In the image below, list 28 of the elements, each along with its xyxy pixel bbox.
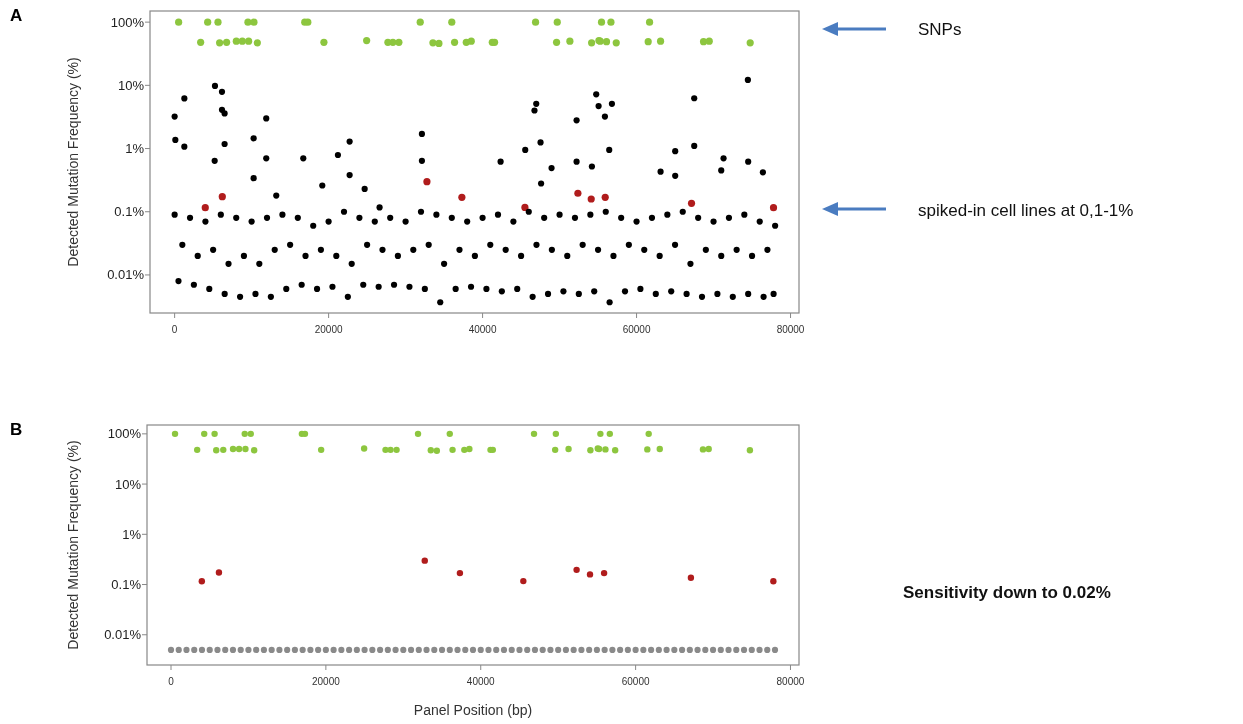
text: SNPs — [918, 20, 962, 39]
y-tick-label: 1% — [122, 526, 142, 542]
x-tick-label: 0 — [171, 324, 178, 335]
x-tick-label: 40000 — [468, 324, 497, 335]
y-tick-label: 0.01% — [104, 627, 142, 643]
chart-title: B — [10, 420, 23, 439]
x-tick-label: 60000 — [621, 676, 650, 687]
x-tick-label: 20000 — [314, 324, 343, 335]
y-tick-label: 10% — [117, 77, 145, 93]
x-tick-label: 0 — [168, 676, 175, 687]
x-tick-label: 80000 — [776, 324, 805, 335]
chart-title: A — [10, 6, 23, 25]
y-tick-label: 10% — [114, 476, 142, 492]
y-axis-title: Detected Mutation Frequency (%) — [65, 440, 81, 650]
x-axis-title: Panel Position (bp) — [413, 702, 533, 718]
x-tick-label: 80000 — [776, 676, 805, 687]
x-tick-label: 60000 — [622, 324, 651, 335]
text: Sensitivity down to 0.02% — [903, 583, 1111, 602]
y-tick-label: 1% — [125, 141, 145, 157]
y-tick-label: 0.1% — [114, 204, 145, 220]
y-axis-title: Detected Mutation Frequency (%) — [65, 57, 81, 267]
y-tick-label: 0.1% — [111, 577, 142, 593]
y-tick-label: 100% — [107, 426, 142, 442]
y-tick-label: 0.01% — [107, 267, 145, 283]
x-tick-label: 20000 — [311, 676, 341, 687]
x-tick-label: 40000 — [466, 676, 496, 687]
text: spiked-in cell lines at 0,1-1% — [918, 201, 1134, 220]
y-tick-label: 100% — [110, 14, 145, 30]
